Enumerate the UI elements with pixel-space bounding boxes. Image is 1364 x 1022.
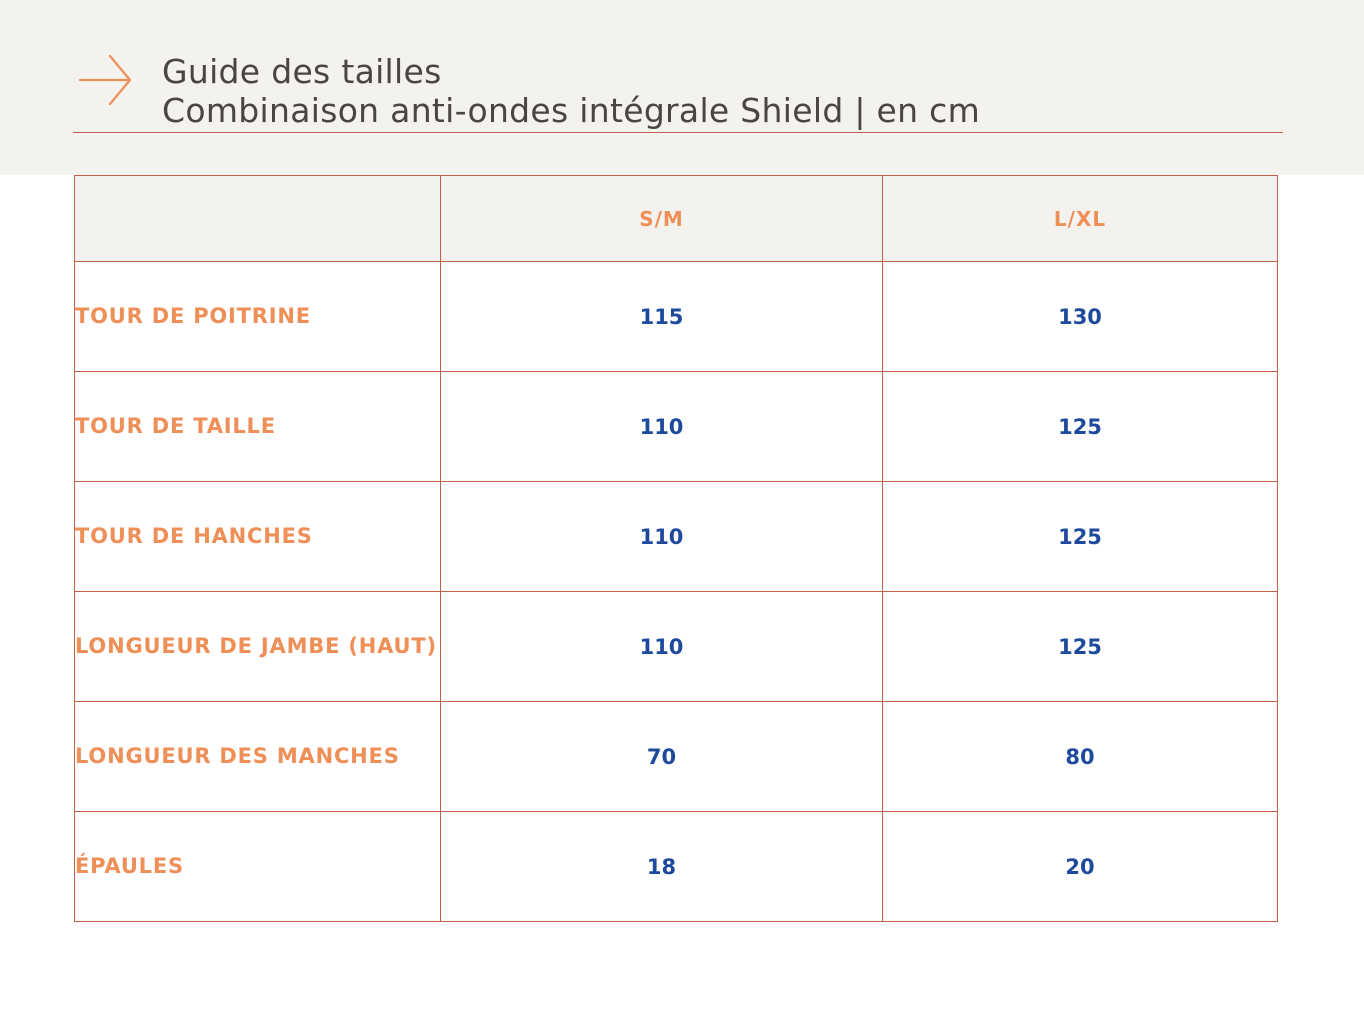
value-lxl: 125 <box>882 371 1278 482</box>
header-cell-empty <box>74 175 441 262</box>
page-title: Guide des tailles Combinaison anti-ondes… <box>162 52 980 130</box>
value-lxl: 130 <box>882 261 1278 372</box>
value-lxl: 20 <box>882 811 1278 922</box>
table-header-row: S/M L/XL <box>74 175 1278 262</box>
header-divider <box>73 132 1283 133</box>
value-sm: 115 <box>440 261 883 372</box>
row-label: LONGUEUR DE JAMBE (HAUT) <box>74 591 441 702</box>
arrow-right-icon <box>78 54 132 106</box>
value-lxl: 80 <box>882 701 1278 812</box>
header-cell-lxl: L/XL <box>882 175 1278 262</box>
size-table: S/M L/XL TOUR DE POITRINE 115 130 TOUR D… <box>74 175 1278 922</box>
row-label: TOUR DE HANCHES <box>74 481 441 592</box>
table-row: TOUR DE HANCHES 110 125 <box>74 481 1278 592</box>
row-label: LONGUEUR DES MANCHES <box>74 701 441 812</box>
title-line-1: Guide des tailles <box>162 52 442 91</box>
title-line-2: Combinaison anti-ondes intégrale Shield … <box>162 91 981 130</box>
header-cell-sm: S/M <box>440 175 883 262</box>
table-row: TOUR DE POITRINE 115 130 <box>74 261 1278 372</box>
row-label: TOUR DE POITRINE <box>74 261 441 372</box>
value-sm: 110 <box>440 481 883 592</box>
row-label: ÉPAULES <box>74 811 441 922</box>
value-sm: 70 <box>440 701 883 812</box>
table-row: TOUR DE TAILLE 110 125 <box>74 371 1278 482</box>
table-row: LONGUEUR DES MANCHES 70 80 <box>74 701 1278 812</box>
value-sm: 110 <box>440 591 883 702</box>
value-lxl: 125 <box>882 481 1278 592</box>
value-sm: 18 <box>440 811 883 922</box>
value-lxl: 125 <box>882 591 1278 702</box>
row-label: TOUR DE TAILLE <box>74 371 441 482</box>
header-band: Guide des tailles Combinaison anti-ondes… <box>0 0 1364 175</box>
table-row: ÉPAULES 18 20 <box>74 811 1278 922</box>
table-row: LONGUEUR DE JAMBE (HAUT) 110 125 <box>74 591 1278 702</box>
value-sm: 110 <box>440 371 883 482</box>
